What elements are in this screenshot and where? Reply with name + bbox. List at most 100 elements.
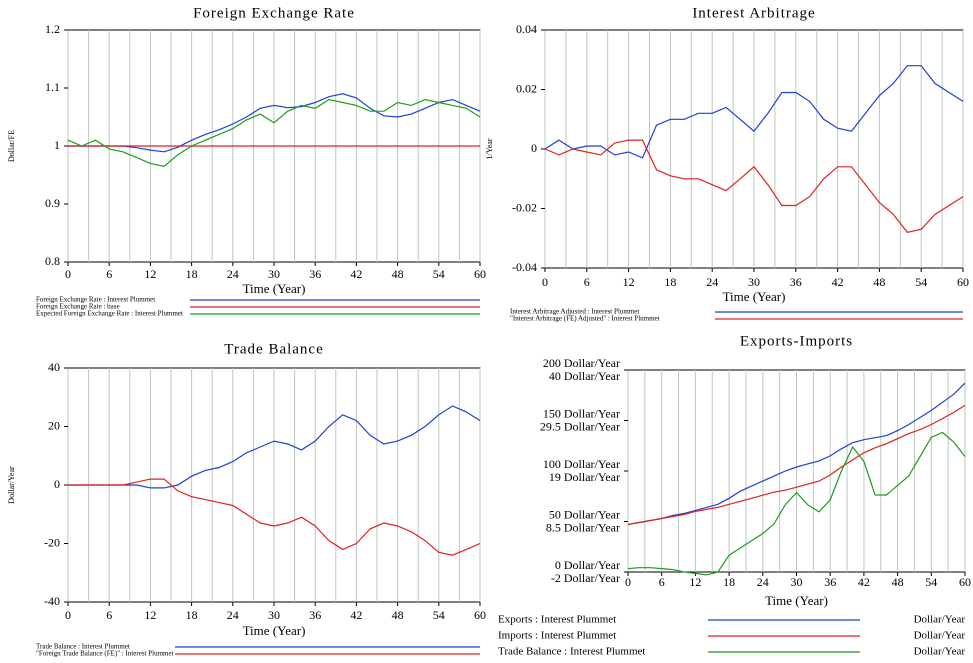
- x-tick-label: 12: [623, 275, 635, 289]
- y-tick-label: -2 Dollar/Year: [551, 571, 620, 585]
- x-tick-label: 48: [873, 275, 885, 289]
- series-line: [627, 404, 966, 526]
- x-tick-label: 42: [350, 608, 362, 622]
- x-tick-label: 24: [227, 608, 239, 622]
- x-tick-label: 36: [790, 275, 802, 289]
- x-tick-label: 12: [144, 608, 156, 622]
- series-line: [68, 405, 481, 489]
- x-tick-label: 30: [268, 267, 280, 281]
- x-axis-label: Time (Year): [243, 623, 306, 638]
- y-tick-label: 100 Dollar/Year: [543, 457, 620, 471]
- series-line: [68, 478, 481, 556]
- y-tick-label: 1: [54, 138, 60, 152]
- x-tick-label: 24: [227, 267, 239, 281]
- x-tick-label: 18: [723, 575, 735, 589]
- legend-label: Trade Balance : Interest Plummet: [498, 646, 645, 658]
- y-tick-label: 40 Dollar/Year: [549, 369, 620, 383]
- x-tick-label: 18: [186, 608, 198, 622]
- x-tick-label: 6: [659, 575, 665, 589]
- legend-label: Expected Foreign Exchange Rate : Interes…: [36, 310, 183, 318]
- legend-unit: Dollar/Year: [914, 614, 966, 626]
- x-tick-label: 18: [664, 275, 676, 289]
- x-tick-label: 54: [433, 267, 445, 281]
- y-tick-label: 1.2: [45, 22, 60, 36]
- legend-label: "Foreign Trade Balance (FE)" : Interest …: [36, 650, 174, 658]
- y-tick-label: -0.04: [512, 260, 537, 274]
- x-tick-label: 42: [858, 575, 870, 589]
- x-tick-label: 12: [689, 575, 701, 589]
- legend-label: "Interest Arbitrage (FE) Adjusted" : Int…: [510, 315, 660, 323]
- x-tick-label: 24: [706, 275, 718, 289]
- series-line: [627, 382, 966, 526]
- x-tick-label: 36: [309, 267, 321, 281]
- y-axis-label: Dollar/Year: [7, 466, 16, 504]
- x-tick-label: 42: [832, 275, 844, 289]
- chart-title: Foreign Exchange Rate: [193, 5, 355, 21]
- x-tick-label: 6: [106, 608, 112, 622]
- y-tick-label: 0.9: [45, 196, 60, 210]
- x-tick-label: 54: [925, 575, 937, 589]
- y-tick-label: 19 Dollar/Year: [549, 470, 620, 484]
- legend-label: Interest Arbitrage Adjusted : Interest P…: [510, 308, 639, 316]
- x-tick-label: 30: [268, 608, 280, 622]
- x-tick-label: 18: [186, 267, 198, 281]
- y-tick-label: 0 Dollar/Year: [555, 558, 620, 572]
- y-axis-label: 1/Year: [485, 138, 494, 159]
- series-line: [67, 98, 481, 167]
- y-tick-label: 29.5 Dollar/Year: [540, 419, 620, 433]
- legend-label: Trade Balance : Interest Plummet: [36, 643, 130, 651]
- x-tick-label: 60: [957, 275, 969, 289]
- y-tick-label: -40: [44, 594, 60, 608]
- y-tick-label: 8.5 Dollar/Year: [546, 520, 620, 534]
- legend-label: Foreign Exchange Rate : base: [36, 303, 120, 311]
- legend-unit: Dollar/Year: [914, 646, 966, 658]
- x-tick-label: 60: [474, 267, 486, 281]
- y-tick-label: 1.1: [45, 80, 60, 94]
- x-tick-label: 48: [892, 575, 904, 589]
- x-tick-label: 12: [144, 267, 156, 281]
- x-tick-label: 48: [392, 608, 404, 622]
- x-tick-label: 54: [433, 608, 445, 622]
- y-tick-label: 150 Dollar/Year: [543, 406, 620, 420]
- chart-title: Interest Arbitrage: [692, 5, 815, 21]
- legend-unit: Dollar/Year: [914, 630, 966, 642]
- y-tick-label: 0: [531, 141, 537, 155]
- y-tick-label: -20: [44, 535, 60, 549]
- y-tick-label: 200 Dollar/Year: [543, 356, 620, 370]
- y-tick-label: 0.8: [45, 254, 60, 268]
- x-axis-label: Time (Year): [723, 289, 786, 304]
- legend-label: Exports : Interest Plummet: [498, 614, 616, 626]
- series-line: [544, 65, 964, 159]
- x-tick-label: 36: [309, 608, 321, 622]
- y-tick-label: 40: [48, 360, 60, 374]
- legend-label: Imports : Interest Plummet: [498, 630, 616, 642]
- y-axis-label: Dollar/FE: [7, 130, 16, 162]
- x-tick-label: 60: [959, 575, 971, 589]
- x-tick-label: 30: [748, 275, 760, 289]
- series-line: [68, 93, 481, 153]
- y-tick-label: 50 Dollar/Year: [549, 507, 620, 521]
- x-tick-label: 6: [584, 275, 590, 289]
- x-axis-label: Time (Year): [765, 593, 828, 608]
- x-tick-label: 60: [474, 608, 486, 622]
- series-line: [544, 139, 964, 233]
- x-tick-label: 24: [757, 575, 769, 589]
- x-tick-label: 0: [65, 608, 71, 622]
- y-tick-label: 20: [48, 418, 60, 432]
- y-tick-label: 0.02: [516, 81, 537, 95]
- x-tick-label: 42: [350, 267, 362, 281]
- x-tick-label: 0: [625, 575, 631, 589]
- x-tick-label: 0: [65, 267, 71, 281]
- legend-label: Foreign Exchange Rate : Interest Plummet: [36, 296, 155, 304]
- x-tick-label: 54: [915, 275, 927, 289]
- series-line: [627, 431, 966, 576]
- chart-title: Exports-Imports: [740, 333, 853, 349]
- y-tick-label: 0.04: [516, 22, 537, 36]
- chart-title: Trade Balance: [224, 341, 324, 357]
- x-tick-label: 48: [392, 267, 404, 281]
- y-tick-label: -0.02: [512, 200, 537, 214]
- x-tick-label: 6: [106, 267, 112, 281]
- y-tick-label: 0: [54, 477, 60, 491]
